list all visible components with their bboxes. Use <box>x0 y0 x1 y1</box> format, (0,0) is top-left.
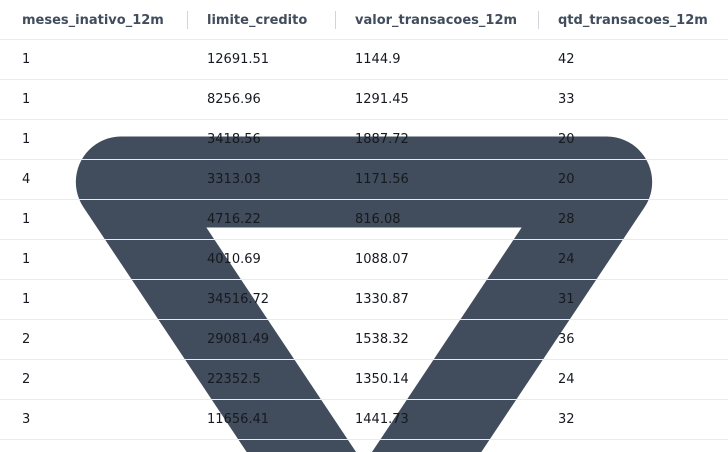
cell-meses-inativo-12m: 2 <box>22 332 31 347</box>
cell-qtd-transacoes-12m: 24 <box>558 372 575 387</box>
cell-limite-credito: 3418.56 <box>207 132 261 147</box>
column-divider[interactable] <box>538 11 539 29</box>
cell-qtd-transacoes-12m: 28 <box>558 212 575 227</box>
cell-meses-inativo-12m: 1 <box>22 132 31 147</box>
cell-limite-credito: 11656.41 <box>207 412 270 427</box>
column-header-label: limite_credito <box>207 12 308 28</box>
column-header-meses-inativo-12m[interactable]: meses_inativo_12m <box>22 0 164 40</box>
cell-limite-credito: 4010.69 <box>207 252 261 267</box>
cell-limite-credito: 3313.03 <box>207 172 261 187</box>
table-row[interactable]: 1 4010.69 1088.07 24 <box>0 240 728 280</box>
cell-valor-transacoes-12m: 1350.14 <box>355 372 409 387</box>
cell-valor-transacoes-12m: 1171.56 <box>355 172 409 187</box>
cell-qtd-transacoes-12m: 42 <box>558 52 575 67</box>
cell-valor-transacoes-12m: 1144.9 <box>355 52 401 67</box>
column-header-limite-credito[interactable]: limite_credito <box>207 0 307 40</box>
cell-meses-inativo-12m: 1 <box>22 292 31 307</box>
column-header-qtd-transacoes-12m[interactable]: qtd_transacoes_12m <box>558 0 708 40</box>
column-header-label: valor_transacoes_12m <box>355 12 518 28</box>
column-divider[interactable] <box>335 11 336 29</box>
table-row[interactable]: 1 34516.72 1330.87 31 <box>0 280 728 320</box>
cell-limite-credito: 22352.5 <box>207 372 261 387</box>
cell-qtd-transacoes-12m: 20 <box>558 172 575 187</box>
table-row[interactable]: 1 3418.56 1887.72 20 <box>0 120 728 160</box>
cell-qtd-transacoes-12m: 31 <box>558 292 575 307</box>
cell-qtd-transacoes-12m: 20 <box>558 132 575 147</box>
cell-qtd-transacoes-12m: 33 <box>558 92 575 107</box>
cell-limite-credito: 12691.51 <box>207 52 270 67</box>
cell-meses-inativo-12m: 4 <box>22 172 31 187</box>
table-row[interactable]: 2 22352.5 1350.14 24 <box>0 360 728 400</box>
cell-meses-inativo-12m: 1 <box>22 212 31 227</box>
cell-valor-transacoes-12m: 1291.45 <box>355 92 409 107</box>
cell-valor-transacoes-12m: 1088.07 <box>355 252 409 267</box>
table-row[interactable]: 1 12691.51 1144.9 42 <box>0 40 728 80</box>
cell-valor-transacoes-12m: 1538.32 <box>355 332 409 347</box>
cell-meses-inativo-12m: 1 <box>22 92 31 107</box>
table-row[interactable]: 1 4716.22 816.08 28 <box>0 200 728 240</box>
cell-meses-inativo-12m: 1 <box>22 52 31 67</box>
cell-valor-transacoes-12m: 1330.87 <box>355 292 409 307</box>
cell-limite-credito: 29081.49 <box>207 332 270 347</box>
table-row[interactable]: 3 11656.41 1441.73 32 <box>0 400 728 440</box>
cell-qtd-transacoes-12m: 24 <box>558 252 575 267</box>
cell-meses-inativo-12m: 2 <box>22 372 31 387</box>
cell-meses-inativo-12m: 3 <box>22 412 31 427</box>
cell-limite-credito: 8256.96 <box>207 92 261 107</box>
column-divider[interactable] <box>187 11 188 29</box>
cell-qtd-transacoes-12m: 32 <box>558 412 575 427</box>
column-header-label: qtd_transacoes_12m <box>558 12 708 28</box>
cell-valor-transacoes-12m: 1441.73 <box>355 412 409 427</box>
cell-valor-transacoes-12m: 1887.72 <box>355 132 409 147</box>
table-row[interactable]: 4 3313.03 1171.56 20 <box>0 160 728 200</box>
column-header-valor-transacoes-12m[interactable]: valor_transacoes_12m <box>355 0 517 40</box>
cell-valor-transacoes-12m: 816.08 <box>355 212 401 227</box>
table-row[interactable]: 1 8256.96 1291.45 33 <box>0 80 728 120</box>
cell-meses-inativo-12m: 1 <box>22 252 31 267</box>
cell-limite-credito: 34516.72 <box>207 292 270 307</box>
column-header-label: meses_inativo_12m <box>22 12 164 28</box>
cell-limite-credito: 4716.22 <box>207 212 261 227</box>
table-row[interactable]: 2 29081.49 1538.32 36 <box>0 320 728 360</box>
cell-qtd-transacoes-12m: 36 <box>558 332 575 347</box>
